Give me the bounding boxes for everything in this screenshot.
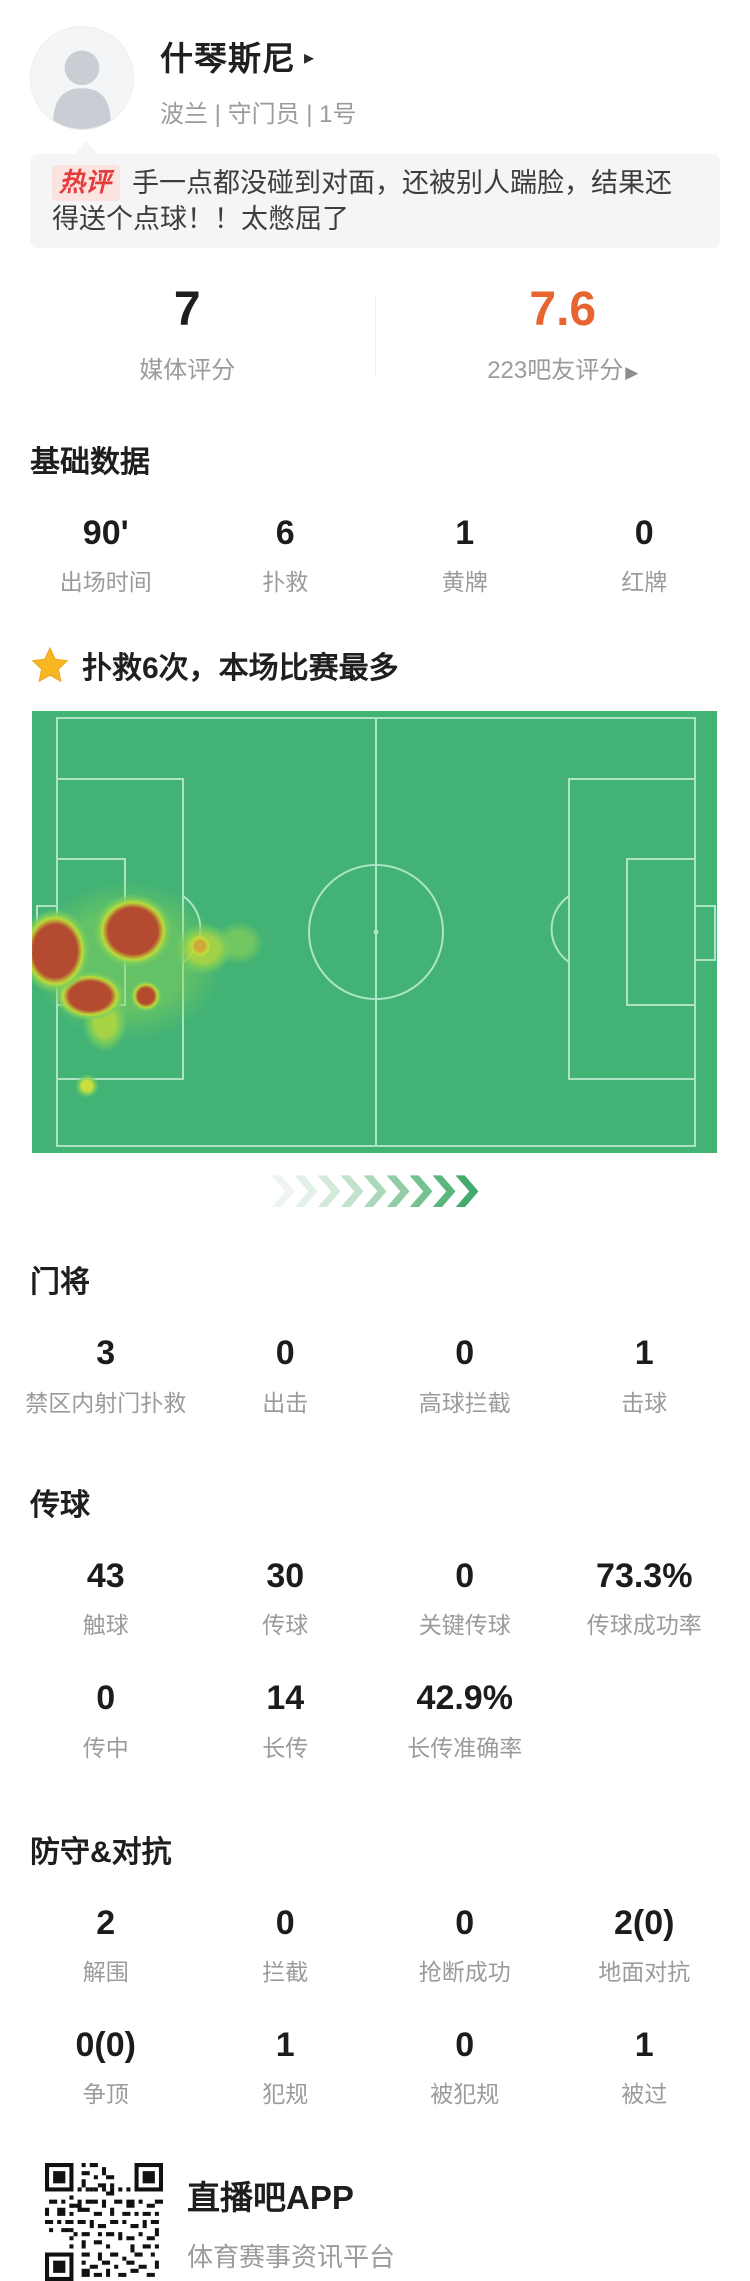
highlight-row: 扑救6次，本场比赛最多 [32, 643, 720, 687]
footer-app-name: 直播吧APP [187, 2171, 395, 2219]
stat-cell: 14 长传 [196, 1680, 376, 1762]
fans-rating-value: 7.6 [376, 286, 750, 334]
player-name-button[interactable]: 什琴斯尼 ▸ [160, 32, 357, 80]
chevron-right-icon [318, 1175, 341, 1207]
qr-code-icon [45, 2163, 163, 2281]
chevron-right-icon [410, 1175, 433, 1207]
stat-cell: 42.9% 长传准确率 [375, 1680, 555, 1762]
stat-cell: 0 关键传球 [375, 1558, 555, 1640]
media-rating: 7 媒体评分 [0, 286, 375, 385]
stat-cell: 0 被犯规 [375, 2027, 555, 2109]
section-title-basic: 基础数据 [30, 437, 720, 481]
player-name: 什琴斯尼 [160, 32, 296, 80]
stat-cell: 6 扑救 [196, 515, 376, 597]
stat-cell: 0 抢断成功 [375, 1905, 555, 1987]
stat-cell: 0 拦截 [196, 1905, 376, 1987]
stat-cell: 0 传中 [16, 1680, 196, 1762]
stat-cell: 73.3% 传球成功率 [555, 1558, 735, 1640]
ratings-row: 7 媒体评分 7.6 223吧友评分▶ [0, 286, 750, 385]
chevron-right-icon [433, 1175, 456, 1207]
footer-tagline: 体育赛事资讯平台 [187, 2237, 395, 2274]
stat-cell: 1 黄牌 [375, 515, 555, 597]
defense-stats-grid-row2: 0(0) 争顶 1 犯规 0 被犯规 1 被过 [0, 2027, 750, 2109]
chevron-right-icon [295, 1175, 318, 1207]
media-rating-label: 媒体评分 [0, 350, 375, 385]
basic-stats-grid: 90' 出场时间 6 扑救 1 黄牌 0 红牌 [0, 515, 750, 597]
stat-cell: 43 触球 [16, 1558, 196, 1640]
chevron-right-icon [341, 1175, 364, 1207]
stat-cell: 1 被过 [555, 2027, 735, 2109]
goalkeeper-stats-grid: 3 禁区内射门扑救 0 出击 0 高球拦截 1 击球 [0, 1335, 750, 1417]
defense-stats-grid-row1: 2 解围 0 拦截 0 抢断成功 2(0) 地面对抗 [0, 1905, 750, 1987]
hot-comment-bubble: 热评手一点都没碰到对面，还被别人踹脸，结果还得送个点球！！太憋屈了 [30, 154, 720, 248]
name-arrow-icon: ▸ [304, 45, 314, 70]
pitch-heatmap [32, 711, 717, 1153]
stat-cell: 1 犯规 [196, 2027, 376, 2109]
stat-cell: 30 传球 [196, 1558, 376, 1640]
stat-cell: 90' 出场时间 [16, 515, 196, 597]
stat-cell: 2 解围 [16, 1905, 196, 1987]
person-icon [31, 27, 133, 129]
fans-rating[interactable]: 7.6 223吧友评分▶ [376, 286, 750, 385]
fans-rating-label: 223吧友评分▶ [376, 350, 750, 385]
highlight-text: 扑救6次，本场比赛最多 [82, 643, 399, 687]
section-title-goalkeeper: 门将 [30, 1257, 720, 1301]
stat-cell: 0 红牌 [555, 515, 735, 597]
heatmap-blobs [32, 711, 717, 1153]
chevron-right-icon [387, 1175, 410, 1207]
section-title-passing: 传球 [30, 1480, 720, 1524]
stat-cell: 0 出击 [196, 1335, 376, 1417]
direction-chevrons [0, 1175, 750, 1207]
section-title-defense: 防守&对抗 [30, 1827, 720, 1871]
chevron-right-icon [456, 1175, 479, 1207]
media-rating-value: 7 [0, 286, 375, 334]
star-icon [32, 647, 68, 683]
fans-rating-arrow-icon: ▶ [625, 363, 638, 382]
player-header: 什琴斯尼 ▸ 波兰 | 守门员 | 1号 [0, 0, 750, 130]
stat-cell: 1 击球 [555, 1335, 735, 1417]
passing-stats-grid-row1: 43 触球 30 传球 0 关键传球 73.3% 传球成功率 [0, 1558, 750, 1640]
chevron-right-icon [272, 1175, 295, 1207]
stat-cell: 2(0) 地面对抗 [555, 1905, 735, 1987]
stat-cell: 0 高球拦截 [375, 1335, 555, 1417]
chevron-right-icon [364, 1175, 387, 1207]
app-footer: 直播吧APP 体育赛事资讯平台 [0, 2163, 750, 2281]
passing-stats-grid-row2: 0 传中 14 长传 42.9% 长传准确率 [0, 1680, 750, 1762]
player-subtitle: 波兰 | 守门员 | 1号 [160, 94, 357, 129]
hot-comment-badge: 热评 [52, 165, 120, 201]
hot-comment-text: 手一点都没碰到对面，还被别人踹脸，结果还得送个点球！！太憋屈了 [52, 168, 672, 234]
stat-cell: 0(0) 争顶 [16, 2027, 196, 2109]
stat-cell: 3 禁区内射门扑救 [16, 1335, 196, 1417]
stat-cell-empty [555, 1680, 735, 1762]
player-avatar [30, 26, 134, 130]
